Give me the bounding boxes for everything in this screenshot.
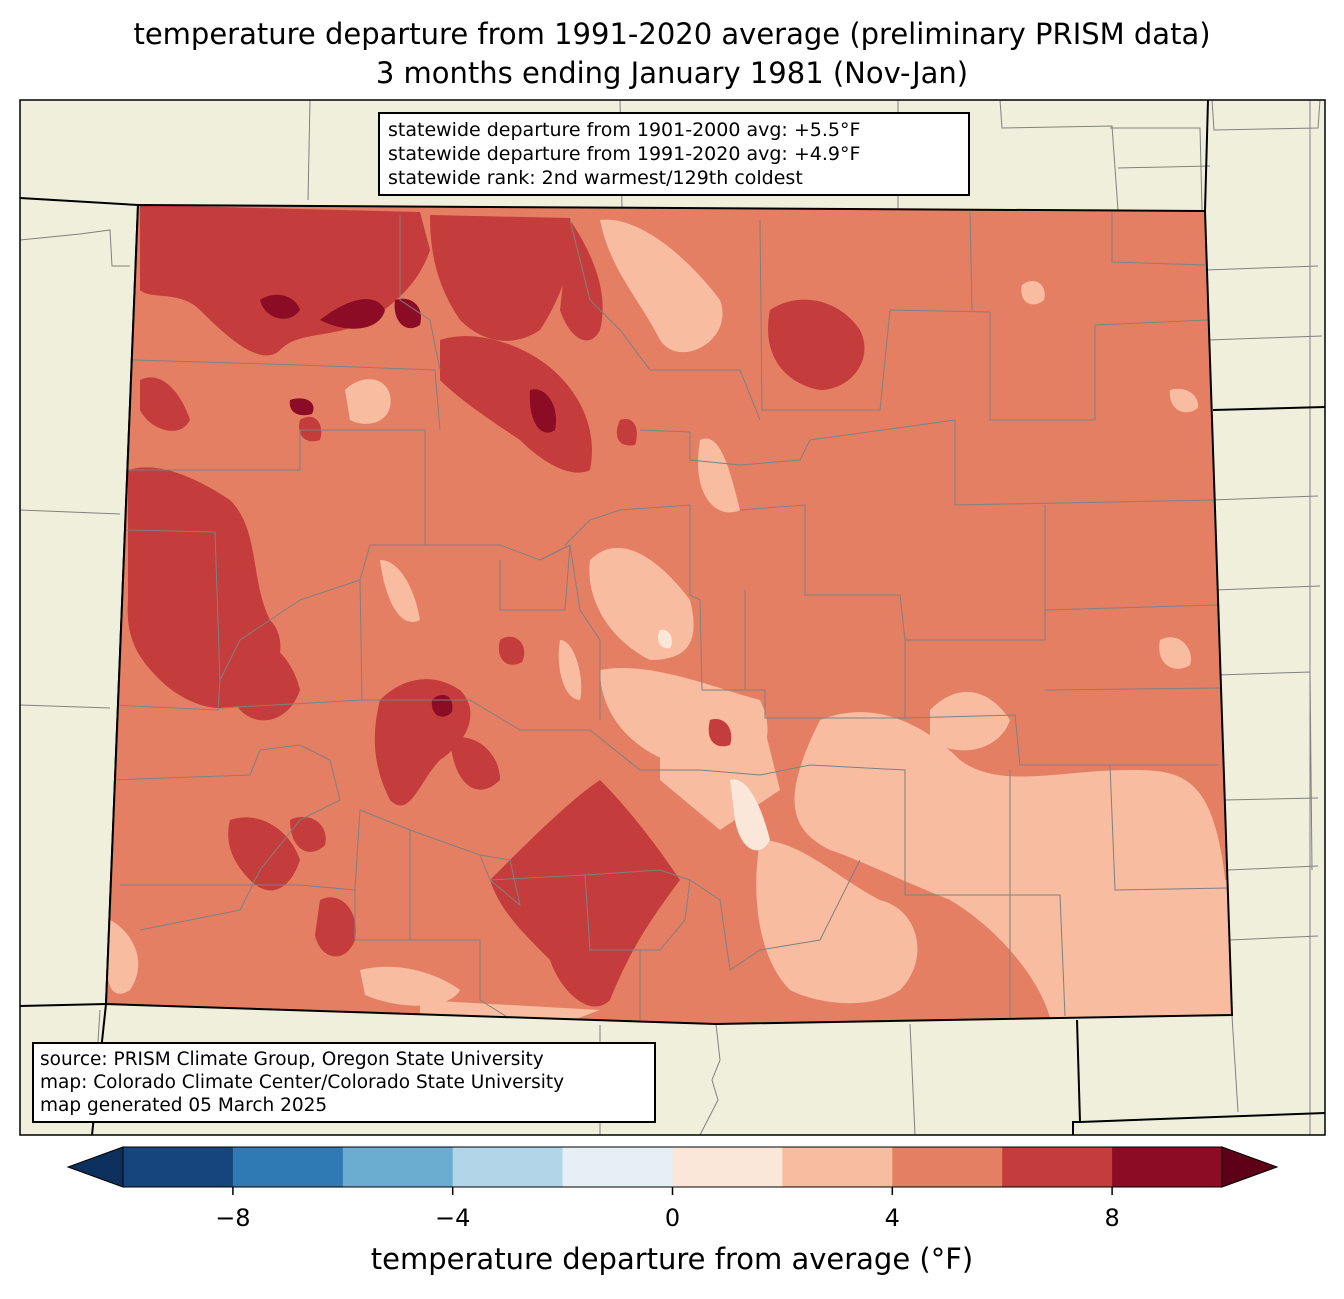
colorbar-tick-label: 8 xyxy=(1104,1204,1120,1232)
colorbar-tick-label: −8 xyxy=(215,1204,251,1232)
colorbar-segment xyxy=(562,1147,673,1187)
colorbar-under-arrow xyxy=(66,1146,124,1188)
colorbar-segment xyxy=(1002,1147,1113,1187)
band-0-to-2 xyxy=(658,629,770,851)
colorbar-tick-label: 4 xyxy=(884,1204,900,1232)
colorbar-tick-label: −4 xyxy=(434,1204,471,1232)
colorbar-label: temperature departure from average (°F) xyxy=(370,1242,974,1276)
colorado-boundary xyxy=(104,203,1234,1026)
title-line-1: temperature departure from 1991-2020 ave… xyxy=(133,17,1211,51)
colorbar-segment xyxy=(342,1147,454,1187)
band-6-to-8 xyxy=(127,205,865,1007)
title-line-2: 3 months ending January 1981 (Nov-Jan) xyxy=(375,56,969,90)
source-line-2: map: Colorado Climate Center/Colorado St… xyxy=(40,1072,565,1093)
band-8-to-10 xyxy=(260,294,556,717)
stats-line-1: statewide departure from 1901-2000 avg: … xyxy=(388,119,861,141)
colorado-departure-field xyxy=(106,205,1232,1024)
colorbar-segment xyxy=(123,1147,234,1187)
colorbar-segment xyxy=(1112,1147,1223,1187)
statewide-stats-box: statewide departure from 1901-2000 avg: … xyxy=(378,112,970,196)
band-2-to-4 xyxy=(107,219,1232,1024)
map-frame xyxy=(19,99,1326,1136)
colorbar-tick-label: 0 xyxy=(664,1204,681,1232)
source-line-1: source: PRISM Climate Group, Oregon Stat… xyxy=(40,1049,544,1070)
source-line-3: map generated 05 March 2025 xyxy=(40,1095,328,1116)
stats-line-2: statewide departure from 1991-2020 avg: … xyxy=(388,143,861,165)
source-box: source: PRISM Climate Group, Oregon Stat… xyxy=(32,1042,656,1123)
colorbar xyxy=(66,1146,1279,1195)
colorbar-segment xyxy=(452,1147,564,1187)
colorbar-segment xyxy=(782,1147,893,1187)
county-lines xyxy=(109,211,1229,1024)
colorbar-over-arrow xyxy=(1221,1146,1279,1188)
stats-line-3: statewide rank: 2nd warmest/129th coldes… xyxy=(388,167,803,189)
colorbar-segment xyxy=(232,1147,344,1187)
colorbar-segment xyxy=(672,1147,783,1187)
colorbar-segment xyxy=(892,1147,1003,1187)
